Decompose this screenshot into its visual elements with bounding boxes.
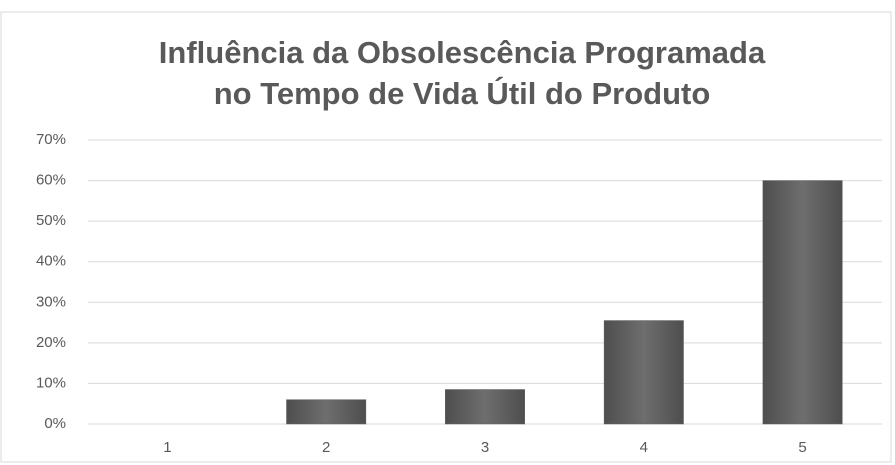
y-tick-label: 30% (36, 293, 66, 310)
y-tick-label: 60% (36, 172, 66, 189)
bar (286, 399, 367, 425)
chart-frame (0, 11, 892, 463)
x-tick-label: 3 (481, 439, 489, 456)
chart-title: no Tempo de Vida Útil do Produto (214, 75, 711, 111)
bar (445, 389, 525, 425)
y-tick-label: 40% (36, 253, 66, 270)
y-tick-label: 10% (36, 374, 66, 391)
bar (603, 320, 684, 425)
x-tick-label: 1 (163, 439, 171, 456)
bar (762, 180, 843, 425)
x-tick-label: 5 (798, 439, 806, 456)
y-tick-label: 0% (44, 415, 66, 432)
chart-title: Influência da Obsolescência Programada (159, 35, 766, 70)
y-tick-label: 70% (36, 131, 66, 148)
y-tick-label: 20% (36, 334, 66, 351)
x-tick-label: 4 (640, 439, 648, 456)
y-tick-label: 50% (36, 212, 66, 229)
x-tick-label: 2 (322, 439, 330, 456)
